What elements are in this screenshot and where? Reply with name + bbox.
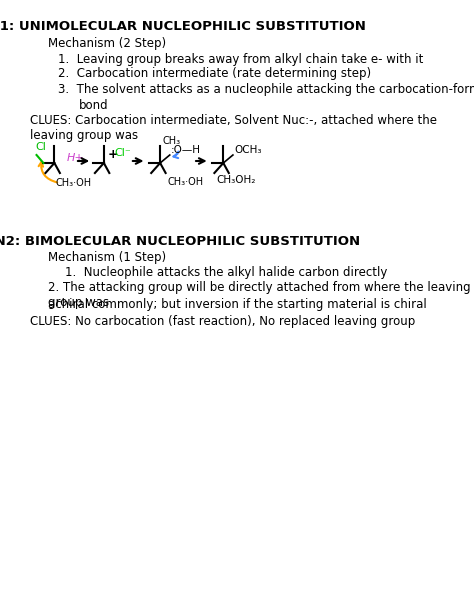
Text: achiral commonly; but inversion if the starting material is chiral: achiral commonly; but inversion if the s…: [47, 298, 426, 311]
Text: SN1: UNIMOLECULAR NUCLEOPHILIC SUBSTITUTION: SN1: UNIMOLECULAR NUCLEOPHILIC SUBSTITUT…: [0, 20, 366, 33]
Text: bond: bond: [78, 99, 108, 112]
Text: CH₃·OH: CH₃·OH: [167, 177, 203, 187]
FancyArrowPatch shape: [173, 151, 178, 158]
Text: Cl: Cl: [35, 142, 46, 152]
Text: +: +: [107, 148, 118, 161]
Text: CH₃OH₂: CH₃OH₂: [217, 175, 256, 185]
Text: :O—H: :O—H: [171, 145, 201, 155]
Text: Cl⁻: Cl⁻: [115, 148, 132, 158]
Text: CH₃·OH: CH₃·OH: [56, 178, 92, 188]
Text: CLUES: No carbocation (fast reaction), No replaced leaving group: CLUES: No carbocation (fast reaction), N…: [30, 315, 416, 328]
Text: H+: H+: [67, 153, 84, 163]
Text: Mechanism (1 Step): Mechanism (1 Step): [47, 251, 165, 264]
Text: 2.  Carbocation intermediate (rate determining step): 2. Carbocation intermediate (rate determ…: [58, 67, 371, 80]
Text: CLUES: Carbocation intermediate, Solvent Nuc:-, attached where the leaving group: CLUES: Carbocation intermediate, Solvent…: [30, 114, 438, 142]
Text: 1.  Leaving group breaks away from alkyl chain take e- with it: 1. Leaving group breaks away from alkyl …: [58, 53, 423, 66]
Text: 3.  The solvent attacks as a nucleophile attacking the carbocation-forming a: 3. The solvent attacks as a nucleophile …: [58, 83, 474, 96]
Text: 2. The attacking group will be directly attached from where the leaving group wa: 2. The attacking group will be directly …: [47, 281, 470, 309]
Text: CH₃: CH₃: [162, 136, 180, 146]
FancyArrowPatch shape: [39, 162, 57, 183]
Text: 1.  Nucleophile attacks the alkyl halide carbon directly: 1. Nucleophile attacks the alkyl halide …: [64, 266, 387, 279]
Text: OCH₃: OCH₃: [234, 145, 262, 155]
Text: SN2: BIMOLECULAR NUCLEOPHILIC SUBSTITUTION: SN2: BIMOLECULAR NUCLEOPHILIC SUBSTITUTI…: [0, 235, 360, 248]
Text: Mechanism (2 Step): Mechanism (2 Step): [47, 37, 165, 50]
